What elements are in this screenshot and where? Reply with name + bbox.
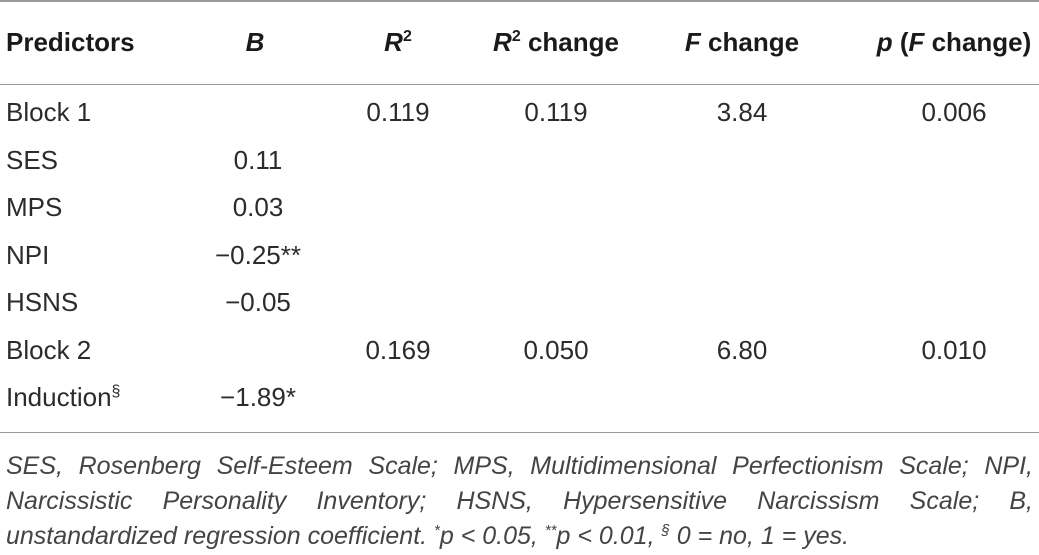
header-text: ( [892,27,909,57]
row-label: SES [6,145,58,175]
header-cell: R2 change [493,27,619,57]
table-cell: 0.119 [366,97,430,127]
table-cell: −0.25** [214,239,302,270]
row-label-sup: § [111,383,121,400]
footnote-text: SES, Rosenberg Self-Esteem Scale; MPS, M… [6,452,1033,550]
footnote: SES, Rosenberg Self-Esteem Scale; MPS, M… [6,449,1033,554]
footnote-text: p < 0.05, [439,522,545,550]
table-cell: 0.050 [523,334,589,365]
footnote-text: p < 0.01, [556,522,662,550]
row-label-text: MPS [6,192,63,222]
table-cell: −1.89* [220,382,296,412]
row-label: Block 2 [6,335,91,365]
row-label: MPS [6,192,62,222]
header-cell: R2 [384,27,412,57]
footnote-sup: ** [544,522,557,539]
header-text: F [684,27,701,57]
row-label-text: NPI [6,239,50,270]
table-cell: 0.11 [233,144,283,175]
header-cell: Predictors [6,27,135,57]
table-cell: 3.84 [716,97,768,127]
header-cell: B [246,27,265,57]
row-label-text: HSNS [6,287,79,317]
header-rule [0,84,1039,85]
header-sup: 2 [511,28,521,45]
table-cell: −0.05 [225,287,291,317]
header-cell: p (F change) [877,27,1032,57]
row-label-text: Block 1 [6,97,92,127]
row-label-text: Induction [6,382,112,412]
row-label-text: SES [6,144,59,175]
header-text: B [245,27,265,57]
footnote-text: 0 = no, 1 = yes. [669,522,850,550]
row-label: HSNS [6,287,78,317]
header-text: change) [924,27,1032,57]
table-cell: 0.169 [365,334,431,365]
table-cell: 0.010 [921,334,987,365]
footnote-sup: * [434,522,440,539]
header-text: change [520,27,619,57]
table-cell: 0.119 [524,97,588,127]
row-label: Induction§ [6,382,120,412]
row-label-text: Block 2 [6,334,92,365]
header-text: Predictors [6,27,135,57]
header-cell: F change [685,27,799,57]
header-text: R [384,27,403,57]
header-text: p [876,27,893,57]
header-text: F [908,27,925,57]
row-label: Block 1 [6,97,91,127]
header-text: change [700,27,800,57]
bottom-rule [0,432,1039,433]
table-cell: 0.006 [921,97,987,127]
table-cell: 0.03 [232,192,284,222]
footnote-sup: § [661,522,670,539]
row-label: NPI [6,240,49,270]
header-sup: 2 [402,28,412,45]
header-text: R [493,27,512,57]
top-rule [0,0,1039,2]
table-cell: 6.80 [716,334,768,365]
